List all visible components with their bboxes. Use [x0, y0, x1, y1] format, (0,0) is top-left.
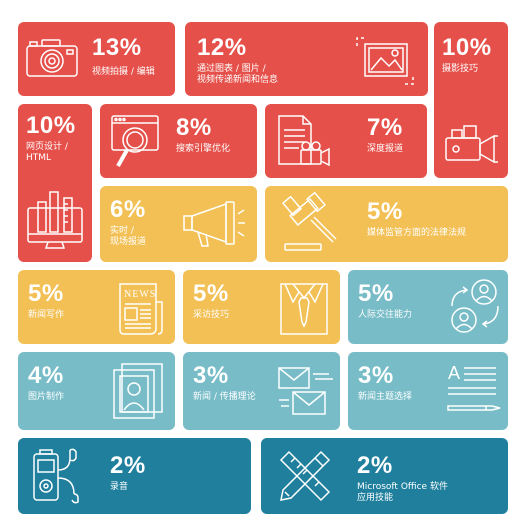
tile-label-line1: Microsoft Office 软件 — [357, 482, 448, 492]
image-frame-icon — [355, 36, 415, 86]
tile-audio-recording: 2% 录音 — [18, 438, 251, 514]
tile-percent: 3% — [358, 362, 394, 389]
tile-percent: 2% — [110, 452, 146, 479]
shirt-tie-icon — [277, 278, 331, 338]
envelopes-icon — [277, 364, 335, 418]
tile-percent: 5% — [358, 280, 394, 307]
tile-percent: 3% — [193, 362, 229, 389]
gavel-icon — [281, 194, 343, 254]
newspaper-icon-text: NEWS — [124, 289, 157, 300]
tile-in-depth-reporting: 7% 深度报道 — [265, 104, 427, 178]
tile-label: 新闻写作 — [28, 310, 65, 320]
tile-charts-images-video: 12% 通过图表 / 图片 / 视频传递新闻和信息 — [185, 22, 428, 96]
tile-news-writing: 5% 新闻写作 NEWS — [18, 270, 175, 344]
tile-media-law: 5% 媒体监管方面的法律法规 — [265, 186, 508, 262]
pencil-ruler-icon — [277, 448, 333, 504]
tile-label: 新闻 / 传播理论 — [193, 392, 256, 402]
tile-communication-theory: 3% 新闻 / 传播理论 — [183, 352, 340, 430]
tile-label: 搜索引擎优化 — [176, 144, 231, 154]
tile-label: 采访技巧 — [193, 310, 230, 320]
tile-label-line1: 通过图表 / 图片 / — [197, 64, 266, 74]
tile-seo: 8% 搜索引擎优化 — [100, 104, 257, 178]
tile-photography-skills: 10% 摄影技巧 — [434, 22, 508, 178]
tile-percent: 10% — [442, 34, 492, 61]
megaphone-icon — [182, 200, 246, 250]
tile-label: 摄影技巧 — [442, 64, 479, 74]
tile-ms-office-skills: 2% Microsoft Office 软件 应用技能 — [261, 438, 508, 514]
tile-percent: 5% — [193, 280, 229, 307]
tile-web-design-html: 10% 网页设计 / HTML — [18, 104, 92, 262]
tile-label-line2: HTML — [26, 153, 52, 163]
tile-percent: 5% — [28, 280, 64, 307]
tile-percent: 5% — [367, 198, 403, 225]
tile-news-topic-selection: 3% 新闻主题选择 A — [348, 352, 508, 430]
text-pen-icon-letter: A — [448, 363, 461, 383]
audio-recorder-icon — [30, 448, 86, 506]
tile-interpersonal-skills: 5% 人际交往能力 — [348, 270, 508, 344]
tile-label: 图片制作 — [28, 392, 65, 402]
tile-label-line2: 视频传递新闻和信息 — [197, 75, 279, 85]
tile-percent: 8% — [176, 114, 212, 141]
people-exchange-icon — [446, 276, 504, 338]
tile-label: 录音 — [110, 482, 129, 492]
document-camera-icon — [275, 112, 335, 172]
tile-percent: 7% — [367, 114, 403, 141]
tile-image-production: 4% 图片制作 — [18, 352, 175, 430]
tile-label: 新闻主题选择 — [358, 392, 413, 402]
search-browser-icon — [110, 114, 166, 172]
tile-video-shooting-editing: 13% 视频拍摄 / 编辑 — [18, 22, 175, 96]
tile-label: 人际交往能力 — [358, 310, 413, 320]
video-camera-icon — [444, 122, 500, 166]
photo-portrait-icon — [110, 362, 166, 422]
tile-label: 视频拍摄 / 编辑 — [92, 67, 155, 77]
newspaper-icon — [116, 280, 164, 338]
tile-label-line2: 现场报道 — [110, 237, 147, 247]
tile-interview-skills: 5% 采访技巧 — [183, 270, 340, 344]
tile-percent: 12% — [197, 34, 247, 61]
tile-label-line1: 实时 / — [110, 226, 134, 236]
tile-percent: 2% — [357, 452, 393, 479]
text-pen-icon — [446, 364, 504, 420]
tile-label: 媒体监管方面的法律法规 — [367, 228, 467, 238]
tile-percent: 13% — [92, 34, 142, 61]
camera-icon — [26, 38, 78, 78]
web-design-icon — [26, 188, 84, 250]
tile-percent: 6% — [110, 196, 146, 223]
tile-label-line1: 网页设计 / — [26, 142, 68, 152]
tile-label: 深度报道 — [367, 144, 404, 154]
tile-percent: 4% — [28, 362, 64, 389]
tile-percent: 10% — [26, 112, 76, 139]
tile-label-line2: 应用技能 — [357, 493, 394, 503]
tile-live-reporting: 6% 实时 / 现场报道 — [100, 186, 257, 262]
